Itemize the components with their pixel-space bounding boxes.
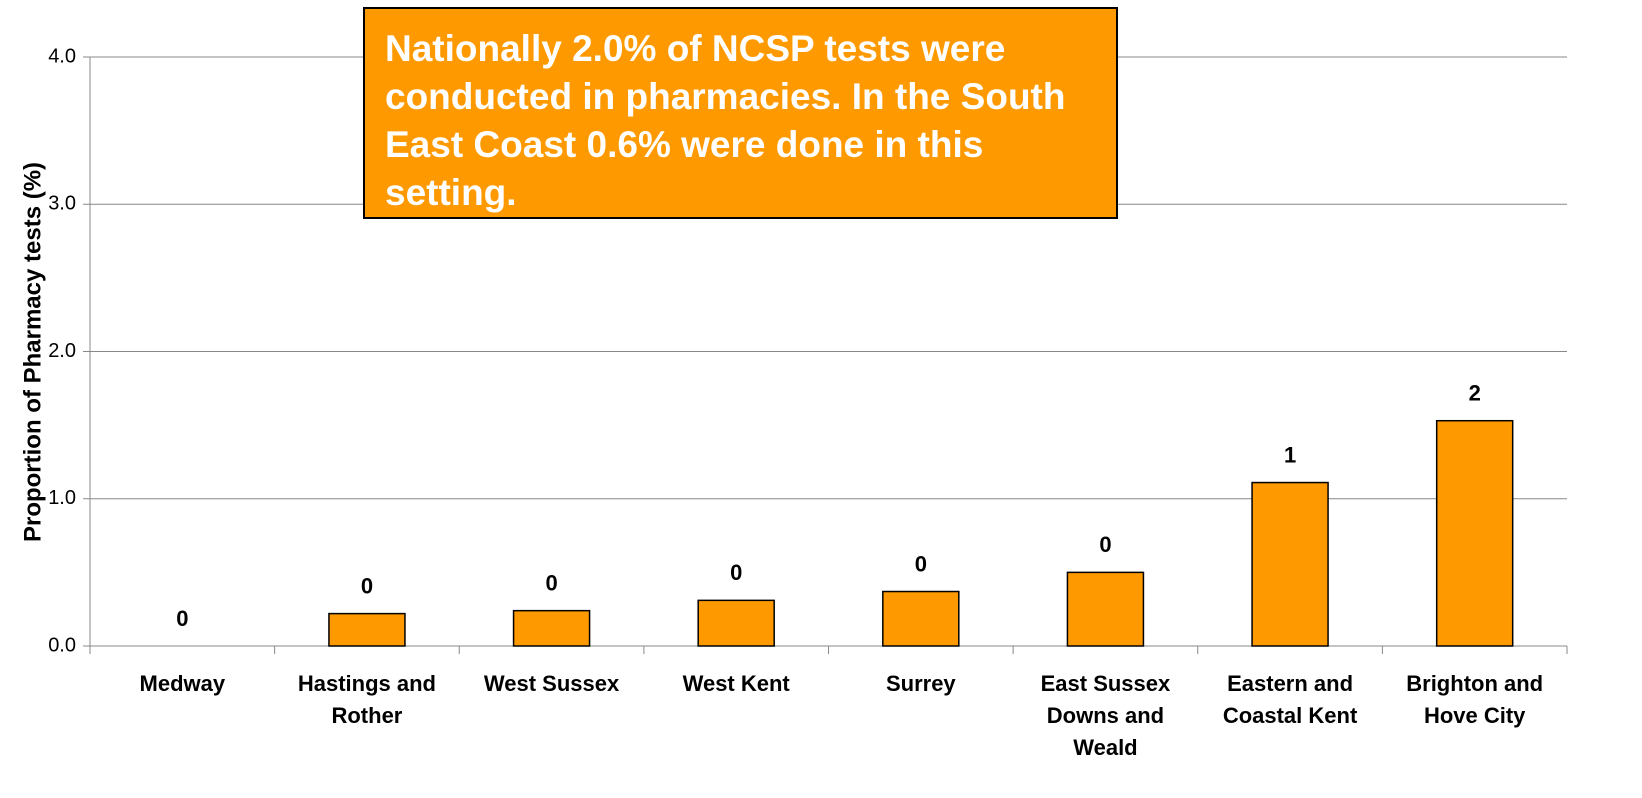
data-label: 2 bbox=[1469, 381, 1481, 406]
data-label: 0 bbox=[915, 551, 927, 576]
bar bbox=[1435, 419, 1514, 647]
data-label: 0 bbox=[730, 560, 742, 585]
x-tick-label: Medway bbox=[139, 671, 226, 696]
x-tick-label: East Sussex Downs and Weald bbox=[1040, 671, 1171, 760]
x-tick-label: Surrey bbox=[885, 671, 956, 696]
data-label: 1 bbox=[1284, 442, 1296, 467]
x-tick-label: West Sussex bbox=[483, 671, 620, 696]
data-label: 0 bbox=[545, 570, 557, 595]
x-tick-label: Brighton and Hove City bbox=[1406, 671, 1544, 728]
bar bbox=[1066, 571, 1145, 647]
y-tick-label: 2.0 bbox=[48, 340, 76, 362]
y-tick-label: 1.0 bbox=[48, 487, 76, 509]
data-label: 0 bbox=[361, 573, 373, 598]
bar bbox=[882, 590, 960, 647]
x-tick-label: West Kent bbox=[682, 671, 790, 696]
y-tick-label: 3.0 bbox=[48, 193, 76, 215]
y-tick-label: 0.0 bbox=[48, 634, 76, 656]
bar bbox=[512, 609, 591, 647]
annotation: Nationally 2.0% of NCSP tests were condu… bbox=[363, 7, 1118, 219]
x-tick-label: Eastern and Coastal Kent bbox=[1222, 671, 1358, 728]
data-label: 0 bbox=[176, 606, 188, 631]
bar bbox=[697, 599, 775, 647]
y-axis-label: Proportion of Pharmacy tests (%) bbox=[19, 162, 46, 542]
bar bbox=[328, 612, 406, 647]
x-tick-label: Hastings and Rother bbox=[297, 671, 436, 728]
y-tick-label: 4.0 bbox=[48, 45, 76, 67]
bar bbox=[1251, 481, 1329, 647]
data-label: 0 bbox=[1099, 532, 1111, 557]
